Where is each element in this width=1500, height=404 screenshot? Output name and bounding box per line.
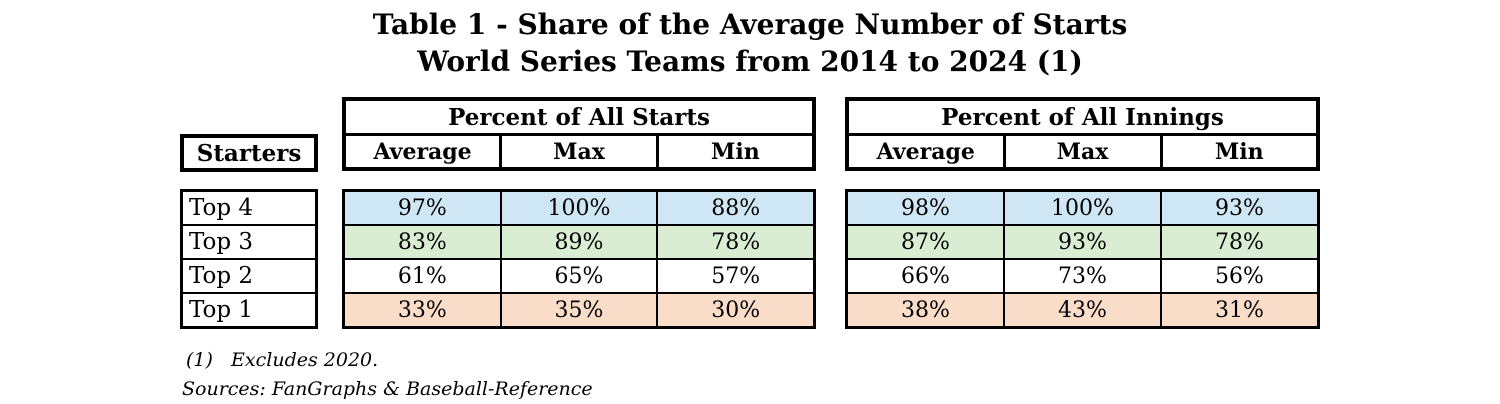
table-row: 97% 100% 88% (342, 189, 816, 226)
data-cell: 100% (499, 189, 659, 226)
col-header-starts-min: Min (655, 133, 816, 171)
data-cell: 83% (342, 224, 502, 260)
data-cell: 87% (845, 224, 1005, 260)
col-header-innings-max: Max (1002, 133, 1163, 171)
data-cell: 65% (499, 258, 659, 294)
data-cell: 30% (656, 292, 816, 329)
data-cell: 88% (656, 189, 816, 226)
row-label-top3: Top 3 (180, 224, 318, 260)
row-label-top4: Top 4 (180, 189, 318, 226)
col-header-starts-average: Average (342, 133, 503, 171)
table-row: 98% 100% 93% (845, 189, 1320, 226)
data-cell: 56% (1159, 258, 1320, 294)
col-header-innings-average: Average (845, 133, 1006, 171)
table-row: Top 2 (180, 258, 318, 294)
data-cell: 38% (845, 292, 1005, 329)
data-cell: 33% (342, 292, 502, 329)
starts-data-table: 97% 100% 88% 83% 89% 78% 61% 65% 57% 33%… (342, 189, 816, 329)
innings-header-table: Percent of All Innings Average Max Min (845, 97, 1320, 171)
table-row: Top 3 (180, 224, 318, 260)
table-row: Top 1 (180, 292, 318, 329)
title-line-1: Table 1 - Share of the Average Number of… (372, 8, 1128, 41)
data-cell: 78% (1159, 224, 1320, 260)
table-row: 87% 93% 78% (845, 224, 1320, 260)
table-row: 66% 73% 56% (845, 258, 1320, 294)
footnote-excludes-2020: (1) Excludes 2020. (186, 349, 379, 371)
data-cell: 57% (656, 258, 816, 294)
data-cell: 78% (656, 224, 816, 260)
data-cell: 100% (1002, 189, 1162, 226)
col-header-innings-min: Min (1159, 133, 1320, 171)
group-header-starts: Percent of All Starts (342, 97, 816, 136)
data-cell: 61% (342, 258, 502, 294)
data-cell: 66% (845, 258, 1005, 294)
row-label-top2: Top 2 (180, 258, 318, 294)
starters-corner-header: Starters (180, 134, 318, 172)
innings-data-table: 98% 100% 93% 87% 93% 78% 66% 73% 56% 38%… (845, 189, 1320, 329)
figure-title: Table 1 - Share of the Average Number of… (0, 6, 1500, 80)
group-header-innings: Percent of All Innings (845, 97, 1320, 136)
table-row: 38% 43% 31% (845, 292, 1320, 329)
data-cell: 89% (499, 224, 659, 260)
data-cell: 97% (342, 189, 502, 226)
table-row: 83% 89% 78% (342, 224, 816, 260)
title-line-2: World Series Teams from 2014 to 2024 (1) (417, 45, 1083, 78)
data-cell: 98% (845, 189, 1005, 226)
starts-header-table: Percent of All Starts Average Max Min (342, 97, 816, 171)
data-cell: 35% (499, 292, 659, 329)
col-header-starts-max: Max (499, 133, 659, 171)
table-row: 33% 35% 30% (342, 292, 816, 329)
table-row: Top 4 (180, 189, 318, 226)
table-row: 61% 65% 57% (342, 258, 816, 294)
row-labels-table: Top 4 Top 3 Top 2 Top 1 (180, 189, 318, 329)
data-cell: 43% (1002, 292, 1162, 329)
data-cell: 93% (1002, 224, 1162, 260)
data-cell: 93% (1159, 189, 1320, 226)
footnote-sources: Sources: FanGraphs & Baseball-Reference (182, 378, 593, 400)
row-label-top1: Top 1 (180, 292, 318, 329)
data-cell: 31% (1159, 292, 1320, 329)
data-cell: 73% (1002, 258, 1162, 294)
